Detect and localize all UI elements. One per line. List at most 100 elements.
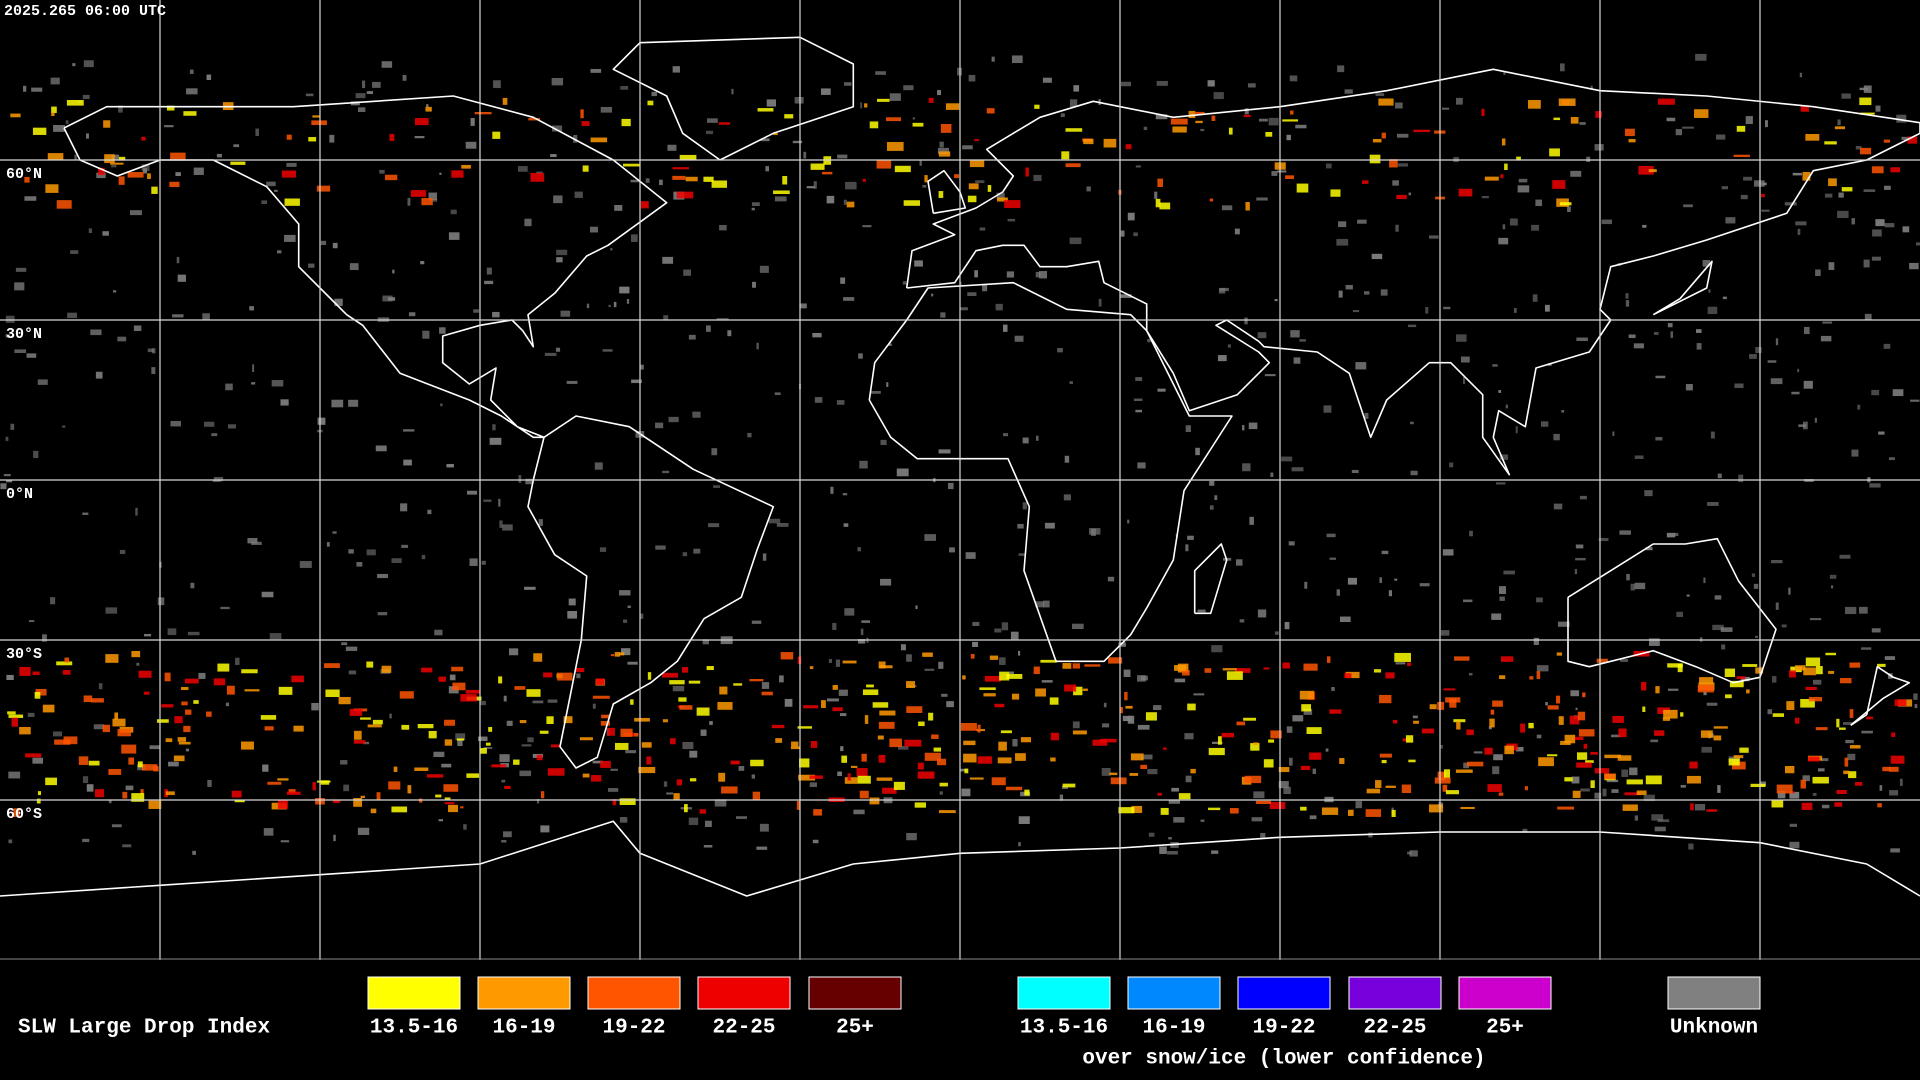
cloud-pixel bbox=[8, 771, 21, 779]
slw-pixel bbox=[999, 671, 1010, 681]
cloud-pixel bbox=[627, 605, 631, 609]
slw-pixel bbox=[1618, 728, 1627, 738]
slw-pixel bbox=[1458, 188, 1473, 197]
cloud-pixel bbox=[640, 613, 644, 619]
slw-pixel bbox=[156, 719, 169, 723]
cloud-pixel bbox=[1611, 734, 1622, 738]
slw-pixel bbox=[832, 685, 838, 690]
cloud-pixel bbox=[812, 332, 822, 338]
cloud-pixel bbox=[1586, 156, 1591, 162]
cloud-pixel bbox=[1118, 642, 1126, 647]
slw-pixel bbox=[1263, 759, 1274, 768]
cloud-pixel bbox=[861, 620, 870, 623]
slw-pixel bbox=[526, 689, 541, 697]
slw-pixel bbox=[917, 762, 924, 770]
cloud-pixel bbox=[6, 674, 14, 681]
cloud-pixel bbox=[1395, 224, 1399, 232]
slw-pixel bbox=[312, 115, 320, 118]
slw-pixel bbox=[912, 122, 924, 127]
cloud-pixel bbox=[1619, 530, 1631, 535]
slw-pixel bbox=[1194, 111, 1205, 115]
cloud-pixel bbox=[62, 425, 66, 428]
slw-pixel bbox=[1385, 672, 1395, 679]
cloud-pixel bbox=[1185, 544, 1189, 552]
slw-pixel bbox=[1604, 773, 1616, 780]
slw-pixel bbox=[563, 716, 573, 724]
cloud-pixel bbox=[1517, 185, 1530, 193]
cloud-pixel bbox=[1674, 532, 1679, 537]
slw-pixel bbox=[928, 97, 934, 103]
cloud-pixel bbox=[843, 199, 847, 205]
cloud-pixel bbox=[826, 195, 835, 204]
slw-pixel bbox=[1558, 98, 1576, 106]
cloud-pixel bbox=[1625, 300, 1630, 307]
cloud-pixel bbox=[1442, 549, 1454, 556]
cloud-pixel bbox=[72, 63, 76, 67]
cloud-pixel bbox=[1601, 219, 1613, 225]
cloud-pixel bbox=[235, 657, 240, 666]
cloud-pixel bbox=[1137, 462, 1146, 469]
slw-pixel bbox=[1170, 118, 1188, 125]
cloud-pixel bbox=[220, 606, 230, 610]
slw-pixel bbox=[647, 100, 654, 106]
slw-pixel bbox=[970, 653, 975, 659]
cloud-pixel bbox=[1872, 229, 1882, 237]
slw-pixel bbox=[775, 738, 783, 743]
cloud-pixel bbox=[455, 733, 466, 741]
legend-label: 16-19 bbox=[1142, 1017, 1205, 1040]
cloud-pixel bbox=[1685, 384, 1693, 391]
cloud-pixel bbox=[32, 757, 44, 764]
cloud-pixel bbox=[129, 210, 142, 216]
cloud-pixel bbox=[1645, 547, 1653, 551]
cloud-pixel bbox=[1209, 505, 1214, 510]
cloud-pixel bbox=[1211, 850, 1219, 854]
slw-pixel bbox=[131, 793, 145, 802]
slw-pixel bbox=[977, 756, 993, 764]
cloud-pixel bbox=[251, 382, 256, 385]
legend-swatch bbox=[1127, 976, 1221, 1010]
slw-pixel bbox=[438, 676, 446, 682]
cloud-pixel bbox=[331, 399, 344, 408]
cloud-pixel bbox=[860, 102, 863, 109]
slw-pixel bbox=[607, 727, 615, 736]
cloud-pixel bbox=[82, 838, 90, 843]
slw-pixel bbox=[877, 735, 884, 740]
slw-pixel bbox=[360, 717, 371, 720]
slw-pixel bbox=[984, 675, 1001, 682]
cloud-pixel bbox=[53, 125, 66, 132]
cloud-pixel bbox=[857, 547, 862, 552]
cloud-pixel bbox=[1611, 789, 1619, 793]
cloud-pixel bbox=[391, 558, 402, 564]
cloud-pixel bbox=[1503, 71, 1506, 75]
slw-pixel bbox=[1329, 709, 1342, 714]
slw-pixel bbox=[1428, 804, 1444, 813]
cloud-pixel bbox=[403, 429, 415, 432]
cloud-pixel bbox=[594, 462, 603, 470]
cloud-pixel bbox=[1018, 842, 1021, 847]
cloud-pixel bbox=[1496, 482, 1506, 485]
slw-pixel bbox=[797, 726, 813, 729]
slw-pixel bbox=[1800, 699, 1815, 708]
cloud-pixel bbox=[1802, 775, 1810, 782]
slw-pixel bbox=[425, 106, 432, 112]
cloud-pixel bbox=[949, 547, 955, 553]
slw-pixel bbox=[832, 707, 843, 712]
slw-pixel bbox=[1733, 755, 1744, 759]
cloud-pixel bbox=[1249, 516, 1254, 525]
slw-pixel bbox=[1282, 119, 1299, 122]
cloud-pixel bbox=[96, 172, 106, 179]
slw-pixel bbox=[32, 671, 40, 676]
cloud-pixel bbox=[74, 154, 77, 160]
cloud-pixel bbox=[1168, 837, 1172, 840]
slw-pixel bbox=[1326, 656, 1331, 663]
slw-pixel bbox=[986, 108, 995, 114]
cloud-pixel bbox=[463, 824, 467, 830]
cloud-pixel bbox=[1259, 118, 1268, 122]
cloud-pixel bbox=[711, 448, 718, 456]
slw-pixel bbox=[1407, 662, 1411, 667]
cloud-pixel bbox=[756, 342, 759, 350]
cloud-pixel bbox=[519, 770, 532, 777]
cloud-pixel bbox=[305, 93, 314, 97]
cloud-pixel bbox=[536, 171, 543, 175]
slw-pixel bbox=[1484, 747, 1493, 755]
